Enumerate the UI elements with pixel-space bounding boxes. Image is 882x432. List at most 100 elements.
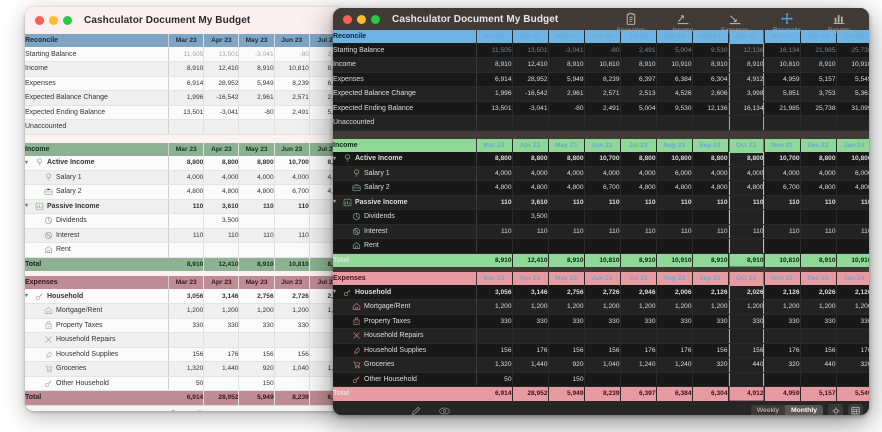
data-cell[interactable]: 21,985 (800, 43, 837, 58)
data-cell[interactable]: 10,810 (274, 61, 310, 77)
row-label-cell[interactable]: Household Repairs (25, 332, 170, 348)
data-cell[interactable] (203, 376, 240, 391)
row-label-cell[interactable]: Household Supplies (333, 343, 477, 358)
row-label-cell[interactable]: Mortgage/Rent (333, 299, 477, 315)
data-cell[interactable] (512, 372, 549, 387)
data-cell[interactable]: 110 (584, 224, 621, 239)
data-cell[interactable]: 4,800 (692, 180, 729, 196)
data-cell[interactable] (548, 328, 585, 344)
table-row[interactable]: Other Household 50 150 (25, 376, 345, 391)
column-header-aug-23[interactable]: Aug 23 (656, 30, 693, 43)
row-label-cell[interactable]: Expected Balance Change (333, 86, 477, 102)
data-cell[interactable] (238, 213, 275, 229)
data-cell[interactable]: 330 (620, 314, 657, 329)
data-cell[interactable]: 3,610 (512, 195, 549, 210)
data-cell[interactable]: 50 (476, 372, 513, 387)
data-cell[interactable] (656, 115, 693, 131)
data-cell[interactable]: 4,959 (764, 72, 801, 87)
data-cell[interactable]: 5,949 (238, 76, 275, 91)
column-header-sep-23[interactable]: Sep 23 (692, 138, 729, 152)
data-cell[interactable] (656, 238, 693, 254)
table-row[interactable]: Household Supplies 156 176 156 156 176 176 156 1… (333, 343, 869, 358)
data-cell[interactable]: 4,800 (548, 180, 585, 196)
data-cell[interactable]: 2,726 (274, 289, 310, 304)
column-header-jul-23[interactable]: Jul 23 (620, 138, 657, 152)
data-cell[interactable]: 1,200 (476, 299, 513, 315)
table-row[interactable]: Expected Balance Change 1,996 -16,542 2,961… (333, 86, 869, 102)
data-cell[interactable]: 1,200 (168, 303, 205, 319)
data-cell[interactable] (548, 238, 585, 254)
data-cell[interactable]: 110 (274, 199, 310, 214)
data-cell[interactable] (168, 242, 205, 258)
eye-icon[interactable] (194, 409, 205, 411)
close-button[interactable] (343, 14, 352, 24)
data-cell[interactable]: 4,000 (728, 166, 765, 181)
data-cell[interactable]: 10,910 (656, 57, 693, 73)
data-cell[interactable]: 1,240 (620, 357, 657, 373)
data-cell[interactable]: 330 (274, 318, 310, 333)
data-cell[interactable]: 330 (728, 314, 765, 329)
minimize-button[interactable] (49, 16, 58, 25)
data-cell[interactable]: 2,571 (274, 90, 310, 106)
column-header-jun-23[interactable]: Jun 23 (274, 276, 310, 289)
data-cell[interactable]: 4,912 (728, 72, 765, 87)
data-cell[interactable]: 13,501 (168, 105, 205, 120)
zoom-button[interactable] (63, 16, 72, 25)
data-cell[interactable]: 2,491 (274, 105, 310, 120)
data-cell[interactable]: 2,606 (692, 86, 729, 102)
data-cell[interactable]: 6,000 (836, 166, 869, 181)
row-label-cell[interactable]: Interest (333, 224, 477, 239)
row-label-cell[interactable]: Unaccounted (333, 115, 477, 131)
data-cell[interactable] (800, 238, 837, 254)
data-cell[interactable]: 156 (548, 343, 585, 358)
data-cell[interactable]: 6,700 (584, 180, 621, 196)
data-cell[interactable]: 12,410 (203, 61, 240, 77)
data-cell[interactable]: 13,501 (476, 101, 513, 116)
table-row[interactable]: Expected Ending Balance 13,501 -3,041 -80 2,… (333, 101, 869, 116)
data-cell[interactable] (692, 328, 729, 344)
data-cell[interactable]: 5,851 (764, 86, 801, 102)
data-cell[interactable]: 920 (238, 361, 275, 377)
data-cell[interactable] (692, 372, 729, 387)
data-cell[interactable]: 12,136 (692, 101, 729, 116)
data-cell[interactable]: -3,041 (512, 101, 549, 116)
column-header-jun-23[interactable]: Jun 23 (584, 272, 621, 285)
data-cell[interactable]: 5,361 (836, 86, 869, 102)
data-cell[interactable]: 8,800 (476, 151, 513, 167)
data-cell[interactable]: 2,756 (548, 285, 585, 300)
data-cell[interactable]: 3,500 (203, 213, 240, 229)
data-cell[interactable]: 9,530 (656, 101, 693, 116)
data-cell[interactable]: 8,800 (512, 151, 549, 167)
table-expenses[interactable]: Expenses Mar 23 Apr 23 May 23 Jun 23 Jul 23 Au… (333, 272, 869, 401)
column-header-may-23[interactable]: May 23 (238, 34, 275, 47)
column-header-mar-23[interactable]: Mar 23 (168, 142, 205, 156)
chevron-down-icon[interactable]: ▾ (25, 159, 29, 166)
data-cell[interactable]: 28,952 (512, 72, 549, 87)
data-cell[interactable]: 8,800 (238, 155, 275, 171)
data-cell[interactable] (692, 238, 729, 254)
row-label-cell[interactable]: Property Taxes (25, 318, 170, 333)
data-cell[interactable] (836, 115, 869, 131)
data-cell[interactable]: 1,200 (692, 299, 729, 315)
table-row[interactable]: Expected Balance Change 1,996 -16,542 2,961… (25, 90, 345, 106)
chevron-down-icon[interactable]: ▾ (333, 199, 337, 206)
data-cell[interactable]: 110 (728, 195, 765, 210)
row-label-cell[interactable]: ▾ Passive Income (333, 195, 477, 210)
data-cell[interactable] (800, 115, 837, 131)
data-cell[interactable]: 10,700 (764, 151, 801, 167)
data-cell[interactable] (274, 332, 310, 348)
table-row[interactable]: Unaccounted (25, 119, 345, 135)
data-cell[interactable] (476, 209, 513, 225)
column-header-jun-23[interactable]: Jun 23 (274, 34, 310, 47)
data-cell[interactable] (728, 372, 765, 387)
data-cell[interactable]: 330 (168, 318, 205, 333)
chevron-down-icon[interactable]: ▾ (25, 203, 29, 210)
data-cell[interactable]: 1,040 (584, 357, 621, 373)
data-cell[interactable]: 2,513 (620, 86, 657, 102)
data-cell[interactable]: 2,491 (584, 101, 621, 116)
data-cell[interactable]: 330 (800, 314, 837, 329)
